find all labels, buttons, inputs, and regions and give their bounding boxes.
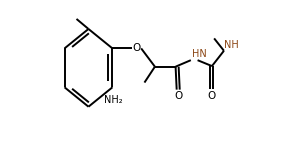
Text: O: O (132, 43, 140, 53)
Text: O: O (208, 91, 216, 101)
Text: NH: NH (224, 40, 239, 50)
Text: NH₂: NH₂ (104, 95, 123, 105)
Text: HN: HN (192, 49, 207, 59)
Text: O: O (174, 91, 182, 101)
